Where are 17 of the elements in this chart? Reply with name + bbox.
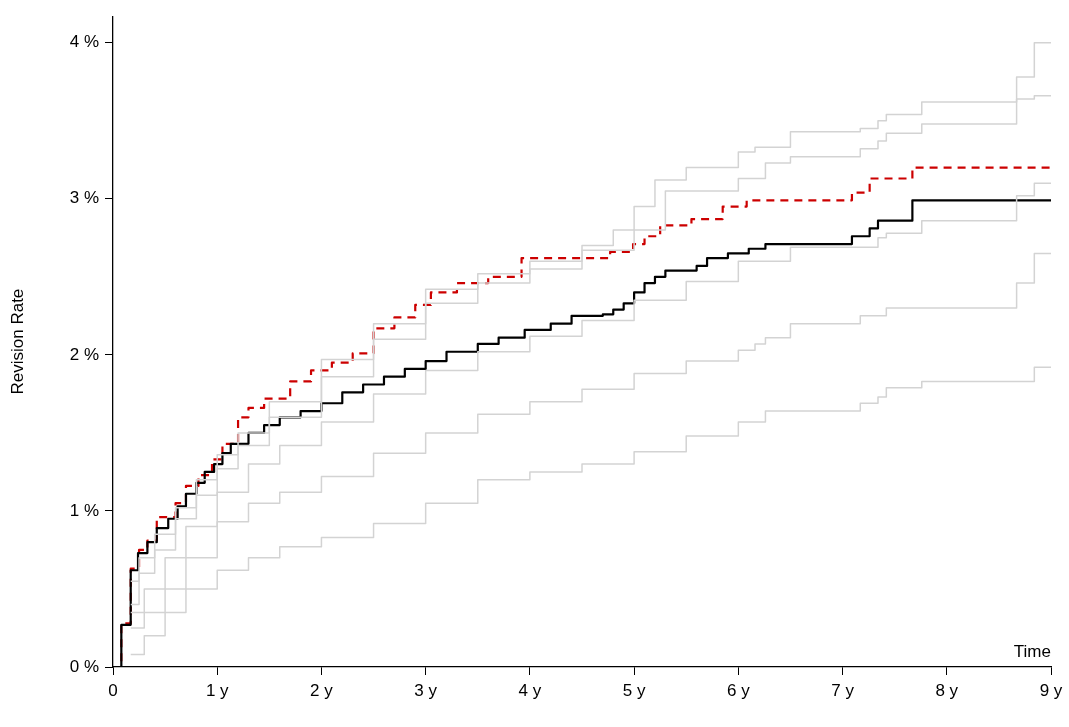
x-tick-label: 7 y: [831, 680, 855, 700]
x-tick-label: 5 y: [622, 680, 646, 700]
x-tick-label: 4 y: [518, 680, 542, 700]
y-tick-label: 1 %: [69, 500, 99, 520]
y-axis-title: Revision Rate: [7, 288, 27, 395]
x-tick-label: 0: [108, 680, 118, 700]
x-tick-label: 8 y: [935, 680, 959, 700]
y-tick-label: 0 %: [69, 656, 99, 676]
x-tick-label: 3 y: [414, 680, 438, 700]
y-tick-label: 4 %: [69, 32, 99, 52]
x-tick-label: 2 y: [310, 680, 334, 700]
x-tick-label: 9 y: [1039, 680, 1063, 700]
x-axis-title: Time: [1013, 642, 1051, 662]
y-tick-label: 2 %: [69, 344, 99, 364]
x-tick-label: 1 y: [205, 680, 230, 700]
y-tick-label: 3 %: [69, 188, 99, 208]
x-tick-label: 6 y: [726, 680, 751, 700]
